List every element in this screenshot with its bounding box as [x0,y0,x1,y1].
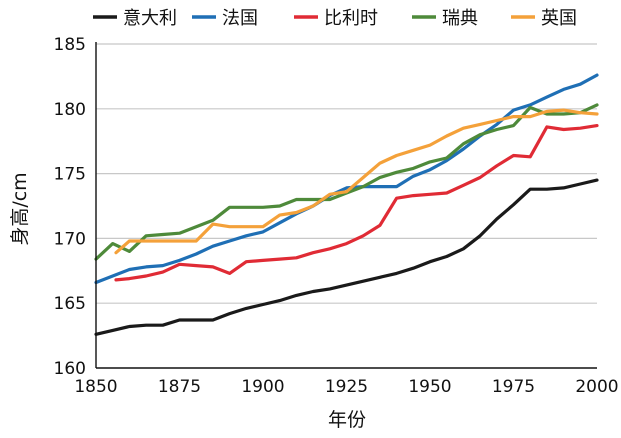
series-layer [94,73,599,336]
legend-label: 意大利 [123,8,177,29]
axes [95,42,597,369]
series-line-3 [94,103,599,261]
legend: 意大利 法国 比利时 瑞典 英国 [93,8,577,29]
legend-label: 英国 [541,8,577,29]
x-tick-labels: 1850 1875 1900 1925 1950 1975 2000 [74,377,618,397]
x-axis-label: 年份 [328,409,366,431]
series-line-1 [94,73,599,285]
x-tick-label: 1875 [158,377,201,397]
x-tick-label: 2000 [575,377,618,397]
y-tick-label: 160 [54,359,86,379]
y-tick-label: 170 [54,229,86,249]
x-tick-label: 1925 [325,377,368,397]
legend-label: 法国 [222,8,258,29]
y-tick-label: 185 [54,35,86,55]
x-tick-label: 1975 [492,377,535,397]
legend-label: 瑞典 [442,8,478,29]
x-tick-label: 1900 [241,377,284,397]
legend-label: 比利时 [324,8,378,29]
y-tick-label: 180 [54,100,86,120]
y-tick-labels: 160 165 170 175 180 185 [54,35,86,379]
series-line-4 [114,108,599,255]
series-line-0 [94,178,599,336]
series-line-2 [114,123,599,282]
y-axis-label: 身高/cm [9,172,31,245]
x-tick-label: 1850 [74,377,117,397]
y-tick-label: 175 [54,165,86,185]
x-tick-label: 1950 [408,377,451,397]
y-tick-label: 165 [54,294,86,314]
